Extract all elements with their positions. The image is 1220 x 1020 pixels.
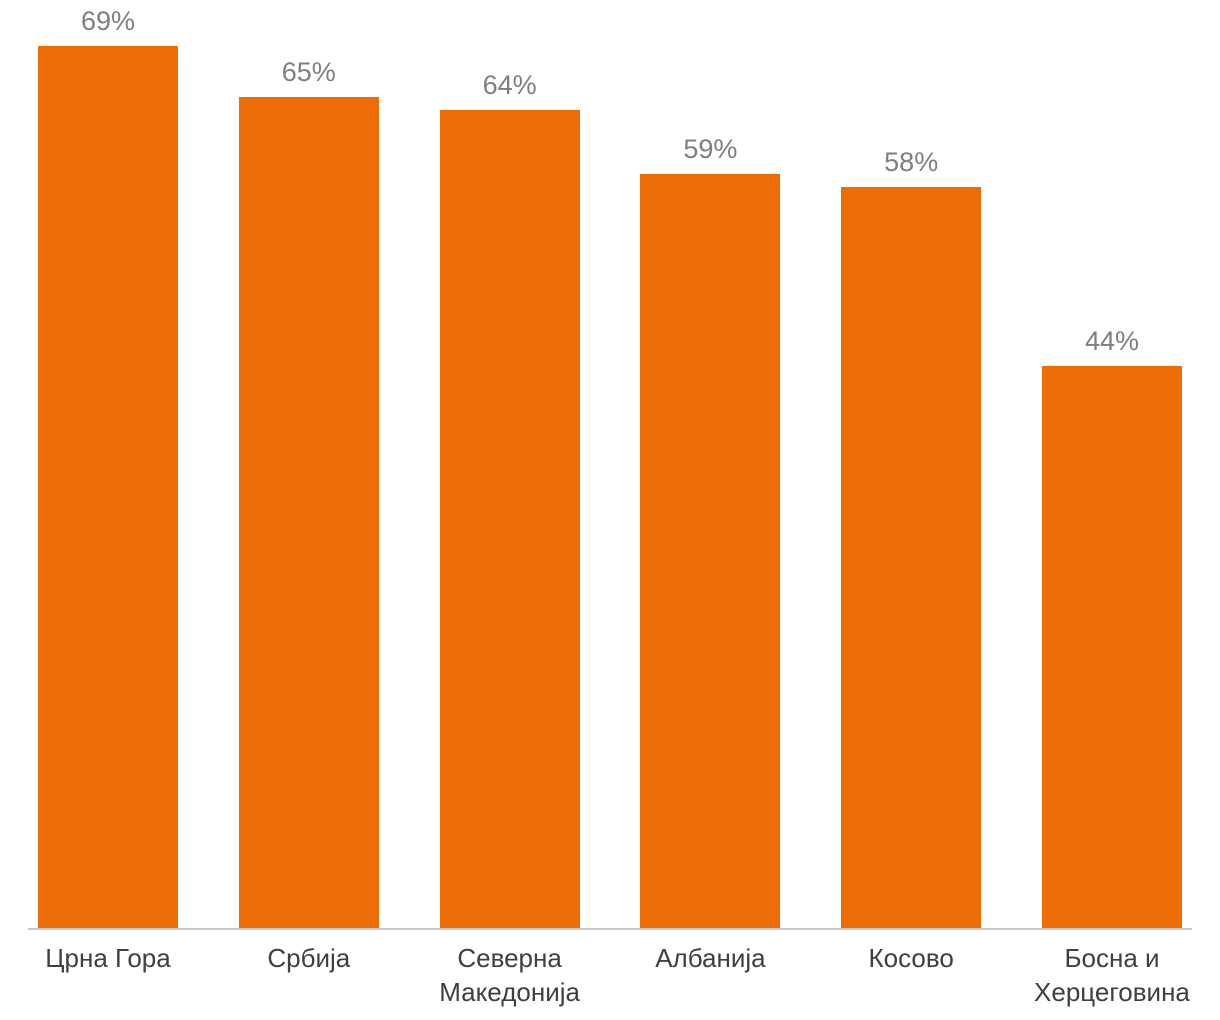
category-label-text: Косово bbox=[868, 943, 954, 973]
value-label: 59% bbox=[683, 134, 738, 164]
category-label: Црна Гора bbox=[38, 942, 178, 1010]
category-label: Босна и Херцеговина bbox=[1034, 942, 1190, 1010]
bar-column: 44% bbox=[1041, 326, 1182, 928]
bar-column: 65% bbox=[238, 57, 379, 928]
category-axis: Црна Гора Србија Северна Македонија Албаниј… bbox=[28, 930, 1192, 1010]
value-label: 69% bbox=[80, 6, 136, 36]
bar bbox=[1041, 366, 1182, 928]
bar-column: 69% bbox=[38, 6, 178, 928]
value-label: 44% bbox=[1084, 326, 1139, 356]
plot-area: 69% 65% 64% 59% 58% 44% bbox=[28, 0, 1192, 930]
category-label-text: Северна Македонија bbox=[439, 943, 580, 1007]
bar bbox=[841, 187, 982, 928]
value-label: 65% bbox=[281, 57, 336, 87]
category-label-text: Црна Гора bbox=[45, 943, 171, 973]
category-label: Косово bbox=[841, 942, 981, 1010]
category-label: Албанија bbox=[640, 942, 780, 1010]
bar-column: 58% bbox=[841, 147, 982, 928]
bar bbox=[640, 174, 781, 928]
bar-column: 59% bbox=[640, 134, 781, 928]
bar bbox=[439, 110, 580, 928]
value-label: 64% bbox=[482, 70, 537, 100]
bar-column: 64% bbox=[439, 70, 580, 928]
value-label: 58% bbox=[884, 147, 939, 177]
bar bbox=[38, 46, 178, 928]
category-label-text: Србија bbox=[267, 943, 351, 973]
category-label-text: Албанија bbox=[655, 943, 766, 973]
category-label: Северна Македонија bbox=[439, 942, 580, 1010]
category-label-text: Босна и Херцеговина bbox=[1034, 943, 1190, 1007]
category-label: Србија bbox=[239, 942, 379, 1010]
bar bbox=[238, 97, 379, 928]
